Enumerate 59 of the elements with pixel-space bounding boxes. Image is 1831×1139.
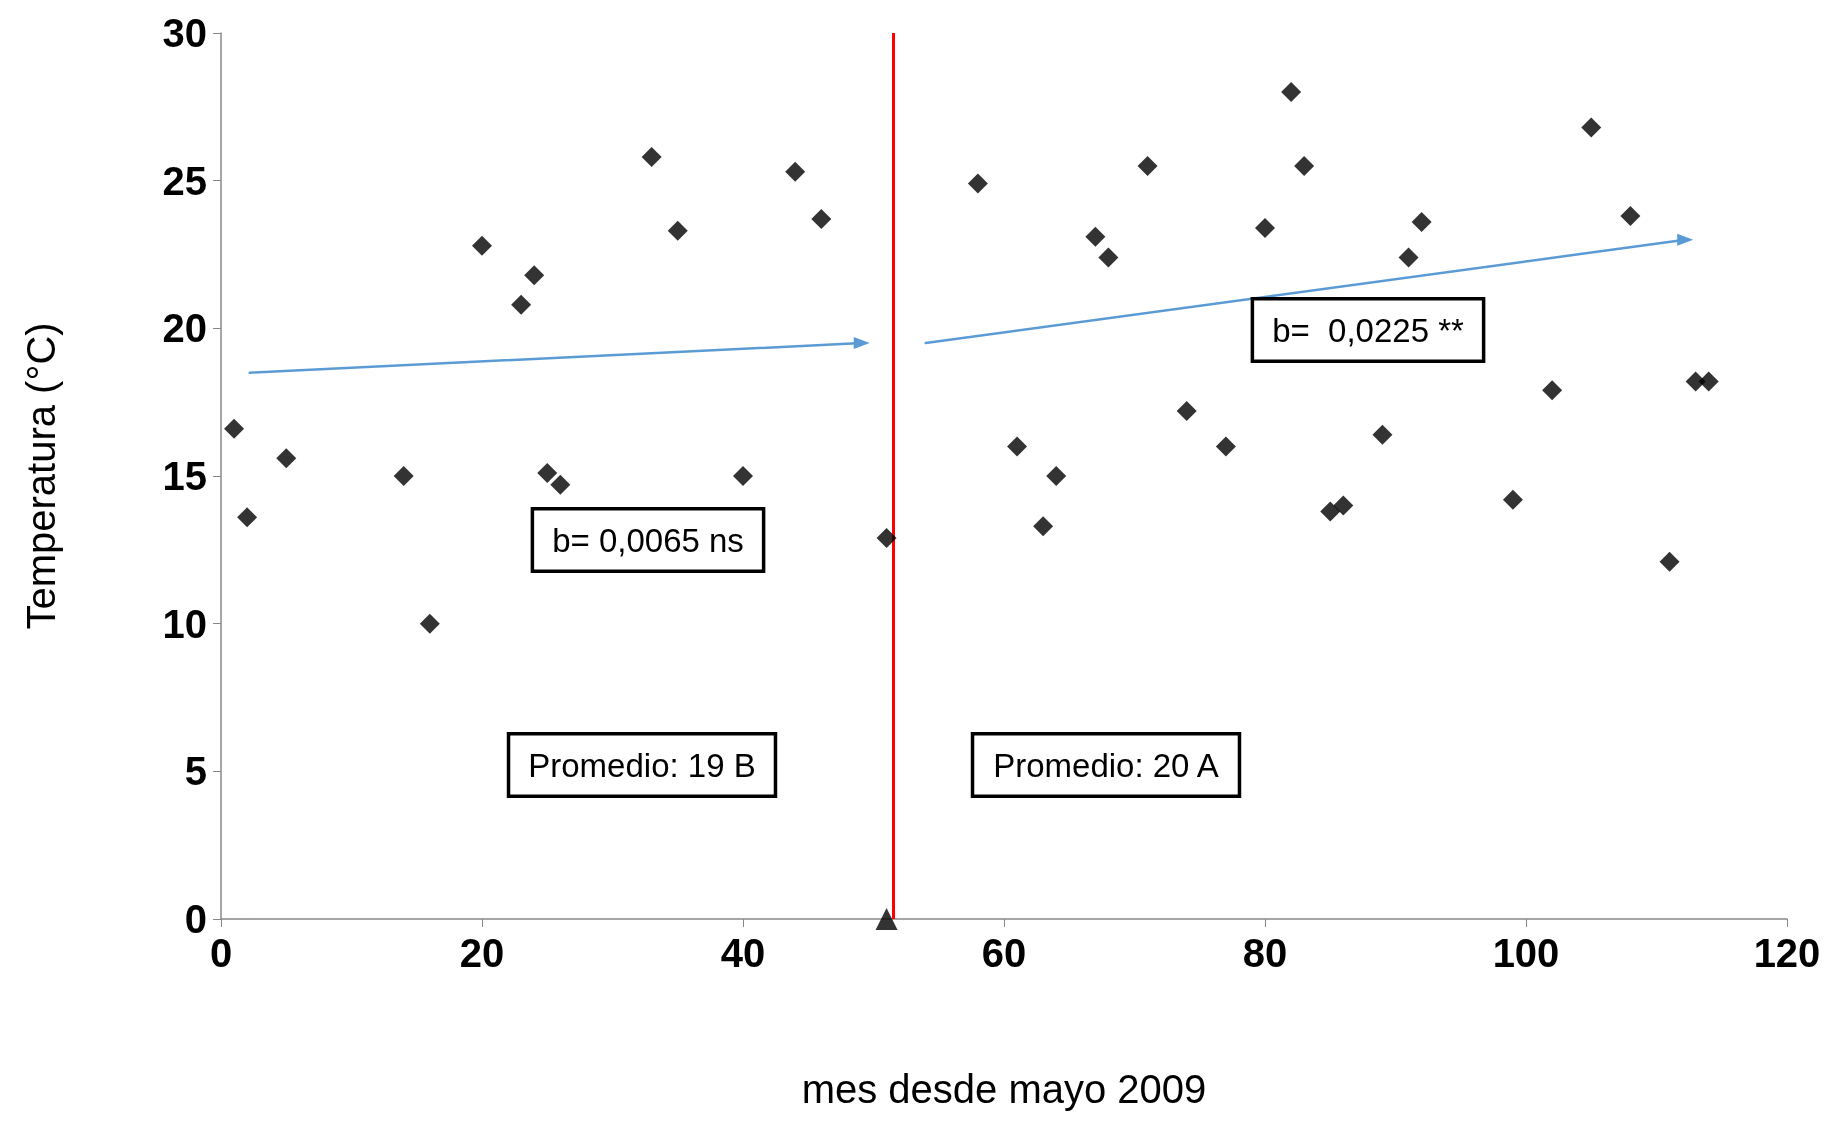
point [1137, 155, 1158, 176]
annotation: b= 0,0065 ns [552, 521, 744, 559]
point [237, 507, 258, 528]
point [811, 209, 832, 230]
point [524, 265, 545, 286]
point [667, 220, 688, 241]
point [1659, 551, 1680, 572]
point [224, 418, 245, 439]
y-tick-label: 0 [184, 897, 207, 941]
point [875, 908, 898, 930]
point [1620, 206, 1641, 227]
y-tick-label: 15 [162, 454, 207, 498]
point [1320, 501, 1341, 522]
point [1372, 424, 1393, 445]
point [1281, 82, 1302, 103]
point [1215, 436, 1236, 457]
point [1098, 247, 1119, 268]
x-tick-label: 40 [720, 931, 766, 975]
point [1255, 217, 1275, 238]
point [1085, 226, 1106, 247]
point [537, 463, 558, 484]
point [276, 448, 297, 469]
y-tick-label: 20 [162, 306, 207, 351]
x-tick-label: 20 [459, 931, 505, 975]
point [1398, 247, 1419, 268]
point [1542, 380, 1563, 401]
point [641, 147, 662, 168]
y-axis-title: Temperatura (°C) [19, 322, 63, 630]
point [876, 528, 897, 549]
point [419, 613, 440, 634]
point [1046, 466, 1067, 486]
point [733, 466, 753, 486]
x-tick-label: 80 [1242, 931, 1288, 975]
point [550, 474, 571, 495]
x-tick-label: 120 [1753, 931, 1821, 975]
y-tick-label: 30 [162, 11, 207, 55]
point [511, 294, 532, 315]
point [1333, 495, 1354, 516]
x-tick-label: 60 [981, 931, 1027, 975]
y-tick-label: 10 [162, 601, 207, 646]
y-tick-label: 5 [184, 749, 207, 794]
point [472, 235, 492, 256]
annotation: Promedio: 19 B [528, 746, 756, 784]
point [1033, 516, 1054, 537]
annotation: Promedio: 20 A [993, 746, 1219, 784]
x-axis-title: mes desde mayo 2009 [801, 1067, 1207, 1111]
annotation: b= 0,0225 ** [1272, 311, 1465, 349]
point [1294, 155, 1315, 176]
point [1581, 117, 1602, 138]
point [1411, 212, 1432, 233]
point [1176, 401, 1197, 422]
x-tick-label: 100 [1492, 931, 1560, 975]
point [967, 173, 988, 194]
point [1007, 436, 1028, 457]
point [393, 466, 414, 486]
point [785, 161, 806, 182]
y-tick-label: 25 [162, 158, 207, 203]
point [1502, 489, 1523, 510]
point [1698, 371, 1719, 392]
